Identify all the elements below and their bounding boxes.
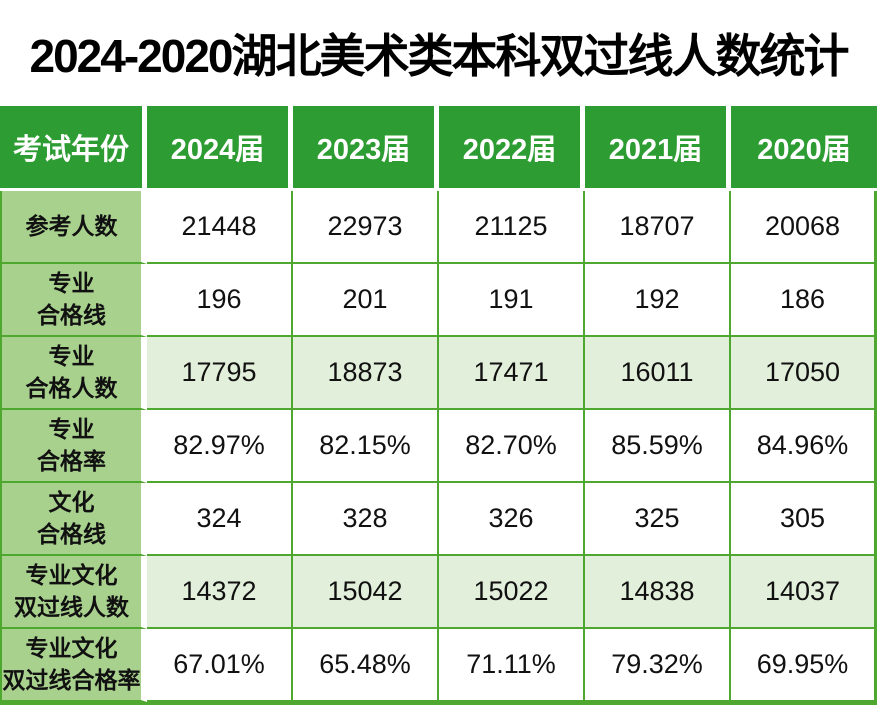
table-cell: 21448: [147, 191, 293, 264]
page-title: 2024-2020湖北美术类本科双过线人数统计: [29, 30, 850, 82]
row-label: 专业文化 双过线合格率: [0, 629, 147, 702]
table-cell: 192: [585, 264, 731, 337]
stats-table: 考试年份 2024届 2023届 2022届 2021届 2020届 参考人数 …: [0, 106, 877, 705]
table-cell: 82.97%: [147, 410, 293, 483]
table-cell: 14838: [585, 556, 731, 629]
table-cell: 14037: [731, 556, 877, 629]
row-label: 参考人数: [0, 191, 147, 264]
table-header-row: 考试年份 2024届 2023届 2022届 2021届 2020届: [0, 106, 877, 188]
table-cell: 328: [293, 483, 439, 556]
header-cell-exam-year: 考试年份: [0, 106, 147, 188]
table-cell: 15022: [439, 556, 585, 629]
table-cell: 69.95%: [731, 629, 877, 702]
header-cell-2020: 2020届: [731, 106, 877, 188]
row-label: 专业文化 双过线人数: [0, 556, 147, 629]
table-body: 参考人数 21448 22973 21125 18707 20068 专业 合格…: [0, 191, 877, 705]
header-cell-2023: 2023届: [293, 106, 439, 188]
table-cell: 18873: [293, 337, 439, 410]
table-cell: 67.01%: [147, 629, 293, 702]
table-cell: 82.70%: [439, 410, 585, 483]
header-cell-2021: 2021届: [585, 106, 731, 188]
table-cell: 20068: [731, 191, 877, 264]
table-cell: 65.48%: [293, 629, 439, 702]
table-cell: 82.15%: [293, 410, 439, 483]
table-cell: 22973: [293, 191, 439, 264]
table-cell: 196: [147, 264, 293, 337]
table-cell: 201: [293, 264, 439, 337]
table-cell: 191: [439, 264, 585, 337]
header-cell-2024: 2024届: [147, 106, 293, 188]
row-label: 专业 合格人数: [0, 337, 147, 410]
table-cell: 15042: [293, 556, 439, 629]
table-cell: 305: [731, 483, 877, 556]
header-cell-2022: 2022届: [439, 106, 585, 188]
table-cell: 71.11%: [439, 629, 585, 702]
table-cell: 324: [147, 483, 293, 556]
table-cell: 14372: [147, 556, 293, 629]
row-label: 专业 合格率: [0, 410, 147, 483]
table-cell: 18707: [585, 191, 731, 264]
row-label: 专业 合格线: [0, 264, 147, 337]
table-cell: 325: [585, 483, 731, 556]
table-cell: 17471: [439, 337, 585, 410]
table-cell: 21125: [439, 191, 585, 264]
table-cell: 84.96%: [731, 410, 877, 483]
table-cell: 17050: [731, 337, 877, 410]
row-label: 文化 合格线: [0, 483, 147, 556]
table-cell: 79.32%: [585, 629, 731, 702]
table-cell: 326: [439, 483, 585, 556]
table-cell: 16011: [585, 337, 731, 410]
table-cell: 85.59%: [585, 410, 731, 483]
table-cell: 17795: [147, 337, 293, 410]
table-cell: 186: [731, 264, 877, 337]
